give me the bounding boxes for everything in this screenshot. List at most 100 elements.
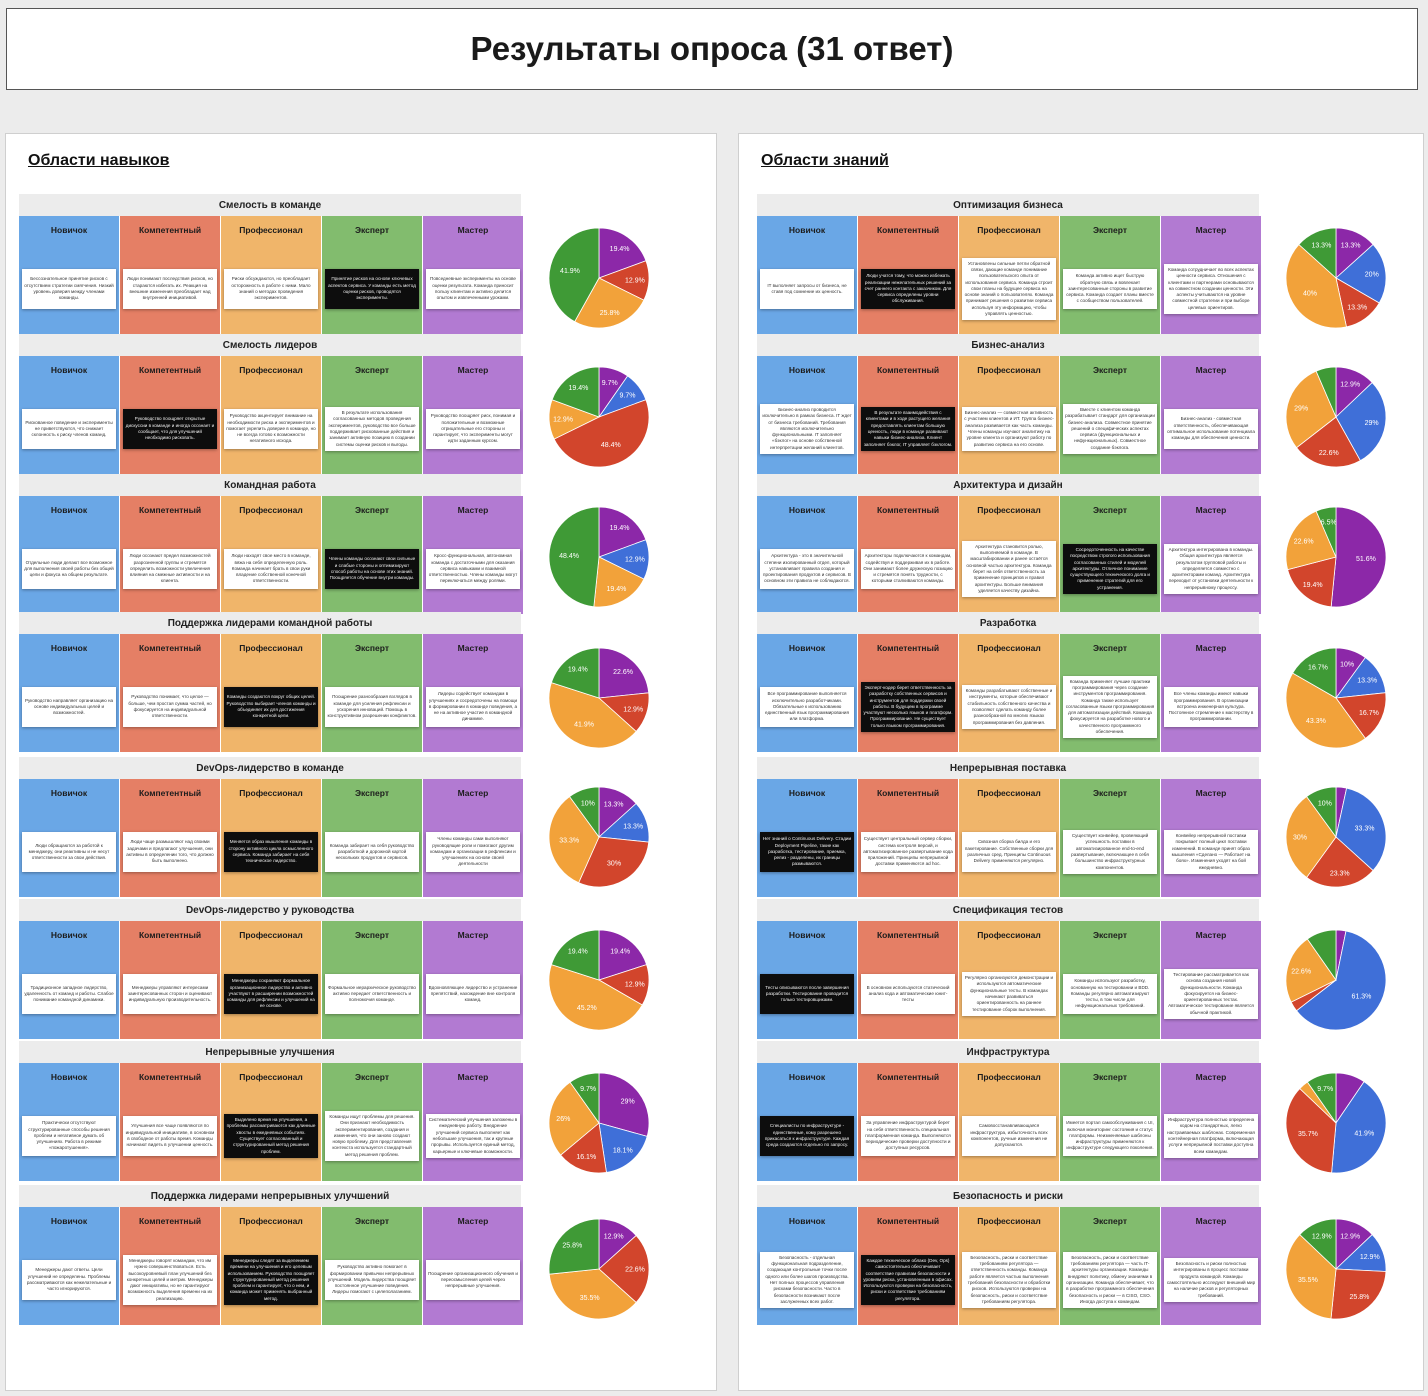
sticky-note: Бизнес-анализ - совместная ответственнос… [1164, 409, 1258, 449]
level-cell: Отдельные люди делают все возможное для … [19, 524, 119, 614]
level-column: Компетентный Люди осознают предел возможн… [120, 496, 221, 614]
level-header: Эксперт [322, 496, 422, 524]
pie-slice-label: 35.5% [580, 1295, 600, 1302]
knowledge-pie-chart: 12.9% 29% 22.6% 29% [1285, 366, 1387, 468]
level-column: Профессионал Архитектура становится ролью… [959, 496, 1060, 614]
level-header: Профессионал [959, 216, 1059, 244]
level-header: Профессионал [959, 634, 1059, 662]
pie-slice-label: 22.6% [1319, 450, 1339, 457]
pie-slice [550, 929, 600, 981]
level-header: Новичок [19, 496, 119, 524]
level-cell: Люди чаще размышляют над своими задачами… [120, 807, 220, 897]
sticky-note: Команда активно ищет быструю обратную св… [1063, 269, 1157, 309]
pie-slice-label: 35.5% [1298, 1277, 1318, 1284]
level-cell: Люди учатся тому, что можно избежать реа… [858, 244, 958, 334]
level-cell: Члены команды сами выполняют руководящие… [423, 807, 523, 897]
sticky-note: Тесты описываются после завершения разра… [760, 974, 854, 1014]
pie-slice [1285, 370, 1337, 449]
sticky-note: Безопасность, риски и соответствие требо… [962, 1251, 1056, 1309]
pie-slice-label: 41.9% [1354, 1131, 1374, 1138]
pie-slice [1315, 506, 1337, 558]
pie-slice-label: 18.1% [613, 1147, 633, 1154]
level-column: Новичок IT выполняет запросы от бизнеса, … [757, 216, 858, 334]
level-cell: Архитекторы подключаются к командам, сод… [858, 524, 958, 614]
skills-pie-chart: 12.9% 22.6% 35.5% 25.8% [548, 1218, 650, 1320]
level-header: Мастер [1161, 1207, 1261, 1235]
level-header: Компетентный [858, 1207, 958, 1235]
pie-slice [1335, 243, 1387, 304]
pie-slice [1285, 1233, 1337, 1320]
level-column: Новичок Рискованное поведение и экспериме… [19, 356, 120, 474]
pie-slice-label: 13.3% [1311, 243, 1331, 250]
sticky-note: Команды создаются вокруг общих целей. Ру… [224, 687, 318, 727]
level-column: Эксперт Вместе с клиентом команда разраба… [1060, 356, 1161, 474]
skills-pie-chart: 22.6% 12.9% 41.9% 19.4% [548, 647, 650, 749]
pie-slice-label: 22.6% [613, 669, 633, 676]
pie-slice [1306, 1072, 1337, 1125]
level-column: Мастер Архитектура интегрирована в команд… [1161, 496, 1261, 614]
sticky-note: За управление инфраструктурой берет на с… [861, 1116, 955, 1156]
level-cell: Команды ищут проблемы для решения. Они п… [322, 1091, 422, 1181]
pie-slice [598, 929, 648, 981]
level-header: Профессионал [221, 1207, 321, 1235]
pie-slice-label: 29% [1294, 406, 1308, 413]
level-header: Эксперт [322, 779, 422, 807]
level-column: Эксперт Принятие рисков на основе ключевы… [322, 216, 423, 334]
level-columns: Новичок IT выполняет запросы от бизнеса, … [757, 216, 1261, 334]
level-header: Профессионал [959, 1207, 1059, 1235]
sticky-note: Лидеры содействует командам в улучшениях… [426, 687, 520, 727]
pie-slice-label: 19.4% [610, 948, 630, 955]
pie-slice [1330, 1268, 1387, 1320]
level-cell: Практически отсутствуют структурированны… [19, 1091, 119, 1181]
pie-slice-label: 25.8% [600, 310, 620, 317]
level-column: Профессионал Риски обсуждаются, но преобл… [221, 216, 322, 334]
skills-pie-chart: 29% 18.1% 16.1% 26% 9.7% [548, 1072, 650, 1174]
sticky-note: Эксперт-кодер берет ответственность за р… [861, 681, 955, 733]
pie-slice-label: 19.4% [610, 246, 630, 253]
block-title: Спецификация тестов [757, 899, 1259, 921]
block-title: Непрерывные улучшения [19, 1041, 521, 1063]
pie-slice-label: 23.3% [1330, 870, 1350, 877]
level-cell: Руководство понимает, что целое — больше… [120, 662, 220, 752]
level-header: Профессионал [221, 216, 321, 244]
level-cell: Бизнес-анализ проводится исключительно в… [757, 384, 857, 474]
skills-panel: Области навыков Смелость в команде Новичо… [5, 133, 717, 1391]
sticky-note: Отдельные люди делают все возможное для … [22, 549, 116, 589]
level-header: Мастер [423, 1063, 523, 1091]
level-cell: Менеджеры говорят командам, что им нужно… [120, 1235, 220, 1325]
sticky-note: Команда сотрудничает во всех аспектах це… [1164, 263, 1258, 315]
level-cell: Безопасность, риски и соответствие требо… [1060, 1235, 1160, 1325]
level-columns: Новичок Бессознательное принятие рисков с… [19, 216, 523, 334]
level-header: Новичок [757, 779, 857, 807]
level-cell: Менеджеры сохраняют формальное организац… [221, 949, 321, 1039]
level-cell: Существует конвейер, провеяющий успешнос… [1060, 807, 1160, 897]
level-cell: Люди обращаются за работой к менеджеру, … [19, 807, 119, 897]
level-header: Компетентный [858, 496, 958, 524]
level-column: Эксперт Поощрение разнообразия взглядов в… [322, 634, 423, 752]
level-cell: В основном используются статический анал… [858, 949, 958, 1039]
level-header: Мастер [423, 921, 523, 949]
level-column: Эксперт Команда активно ищет быструю обра… [1060, 216, 1161, 334]
sticky-note: Архитектура становится ролью, выполняемо… [962, 540, 1056, 598]
level-cell: Повседневные эксперименты на основе оцен… [423, 244, 523, 334]
sticky-note: IT выполняет запросы от бизнеса, не став… [760, 269, 854, 309]
level-column: Мастер Систематический улучшения заложены… [423, 1063, 523, 1181]
level-column: Эксперт Имеется портал самообслуживания с… [1060, 1063, 1161, 1181]
pie-slice [1295, 416, 1361, 468]
level-column: Новичок Отдельные люди делают все возможн… [19, 496, 120, 614]
pie-slice-label: 12.9% [623, 707, 643, 714]
level-cell: Нет знаний о Continuous Delivery. Стадии… [757, 807, 857, 897]
block-title: Инфраструктура [757, 1041, 1259, 1063]
knowledge-block: Архитектура и дизайн Новичок Архитектура -… [757, 474, 1261, 614]
level-column: Эксперт Члены команды осознают свои сильн… [322, 496, 423, 614]
block-title: DevOps-лидерство в команде [19, 757, 521, 779]
pie-slice-label: 33.3% [559, 838, 579, 845]
pie-slice [1330, 506, 1387, 608]
knowledge-block: Бизнес-анализ Новичок Бизнес-анализ провод… [757, 334, 1261, 474]
pie-slice [1335, 381, 1387, 462]
level-column: Эксперт Руководство активно помогает в фо… [322, 1207, 423, 1325]
pie-slice-label: 33.3% [1355, 825, 1375, 832]
level-cell: Формальное иерархическое руководство акт… [322, 949, 422, 1039]
level-column: Новичок Архитектура - это в значительной … [757, 496, 858, 614]
level-cell: Специалисты по инфраструктуре - единстве… [757, 1091, 857, 1181]
